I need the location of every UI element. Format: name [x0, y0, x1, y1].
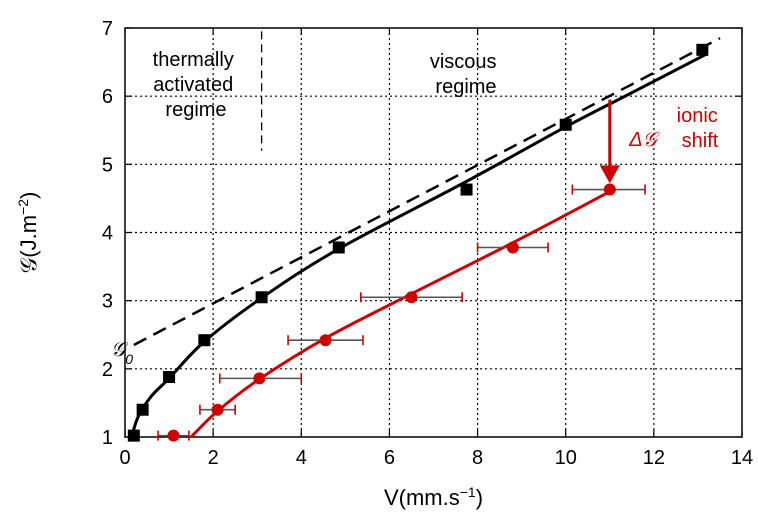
y-tick-label: 1	[102, 427, 113, 449]
data-point-square	[136, 403, 149, 416]
ionic-shift-label: ionic shift	[677, 105, 724, 152]
delta-g-label: Δ𝒢	[628, 129, 660, 151]
x-tick-label: 14	[731, 447, 753, 469]
fit-curve-red	[190, 190, 611, 439]
thermal-line-3: regime	[165, 99, 226, 121]
g0-label: 𝒢0	[111, 339, 133, 367]
y-axis-label: 𝒢(J.m−2)	[15, 192, 41, 274]
x-tick-label: 2	[208, 447, 219, 469]
data-point-circle	[211, 403, 224, 416]
y-tick-label: 7	[102, 18, 113, 40]
grid-lines	[125, 28, 742, 437]
x-tick-label: 8	[472, 447, 483, 469]
y-tick-label: 2	[102, 359, 113, 381]
data-point-square	[460, 183, 473, 196]
x-tick-label: 0	[119, 447, 130, 469]
y-tick-label: 6	[102, 86, 113, 108]
data-point-square	[255, 291, 268, 304]
x-tick-label: 10	[555, 447, 577, 469]
data-point-square	[127, 429, 140, 442]
data-point-circle	[319, 334, 332, 347]
ionic-line-1: ionic	[677, 105, 718, 127]
ionic-line-2: shift	[682, 130, 719, 152]
thermal-line-1: thermally	[153, 49, 234, 71]
y-tick-label: 3	[102, 291, 113, 313]
x-axis-label: V(mm.s−1)	[384, 484, 483, 510]
y-tick-label: 5	[102, 154, 113, 176]
fit-curve-black	[130, 52, 708, 438]
y-tick-label: 4	[102, 223, 113, 245]
data-point-circle	[506, 241, 519, 254]
viscous-regime-label: viscous regime	[430, 51, 502, 98]
thermal-regime-label: thermally activated regime	[153, 49, 240, 121]
viscous-line-2: regime	[435, 76, 496, 98]
data-point-circle	[405, 291, 418, 304]
data-point-circle	[167, 429, 180, 442]
asymptote-dashed-line	[133, 37, 721, 347]
data-point-square	[332, 241, 345, 254]
delta-g-arrow-head	[599, 165, 620, 184]
x-tick-label: 12	[643, 447, 665, 469]
data-point-circle	[253, 372, 266, 385]
data-point-square	[559, 118, 572, 131]
viscous-line-1: viscous	[430, 51, 497, 73]
x-tick-label: 6	[384, 447, 395, 469]
data-point-square	[198, 334, 211, 347]
data-series	[127, 31, 721, 442]
x-tick-label: 4	[296, 447, 307, 469]
data-point-square	[696, 43, 709, 56]
thermal-line-2: activated	[153, 74, 233, 96]
data-point-square	[163, 371, 176, 384]
data-point-circle	[603, 183, 616, 196]
